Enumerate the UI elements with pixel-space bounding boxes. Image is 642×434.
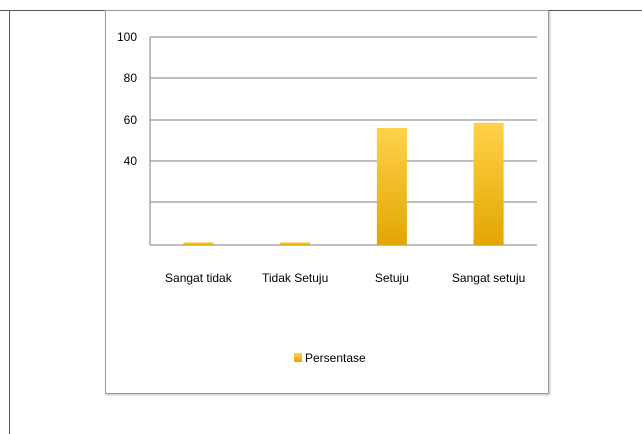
grid-layer: [149, 36, 537, 246]
bar: [376, 128, 407, 245]
x-category-label: Setuju: [375, 271, 409, 285]
bar: [183, 242, 214, 245]
y-tick-label: 40: [124, 154, 138, 168]
bar-layer: [183, 122, 504, 245]
y-tick-label: 100: [117, 30, 137, 44]
y-tick-label: 80: [124, 71, 138, 85]
x-category-label: Tidak Setuju: [262, 271, 328, 285]
y-tick-label: 60: [124, 113, 138, 127]
label-layer: 100 80 60 40 Sangat tidak Tidak Setuju Setuju S…: [117, 30, 525, 285]
x-category-label: Sangat setuju: [452, 271, 525, 285]
bar: [280, 242, 311, 245]
legend: Persentase: [294, 351, 366, 365]
bar: [473, 122, 504, 245]
legend-label: Persentase: [305, 351, 366, 365]
legend-swatch: [294, 353, 302, 362]
x-category-label: Sangat tidak: [165, 271, 233, 285]
page-left-border: [9, 10, 10, 434]
